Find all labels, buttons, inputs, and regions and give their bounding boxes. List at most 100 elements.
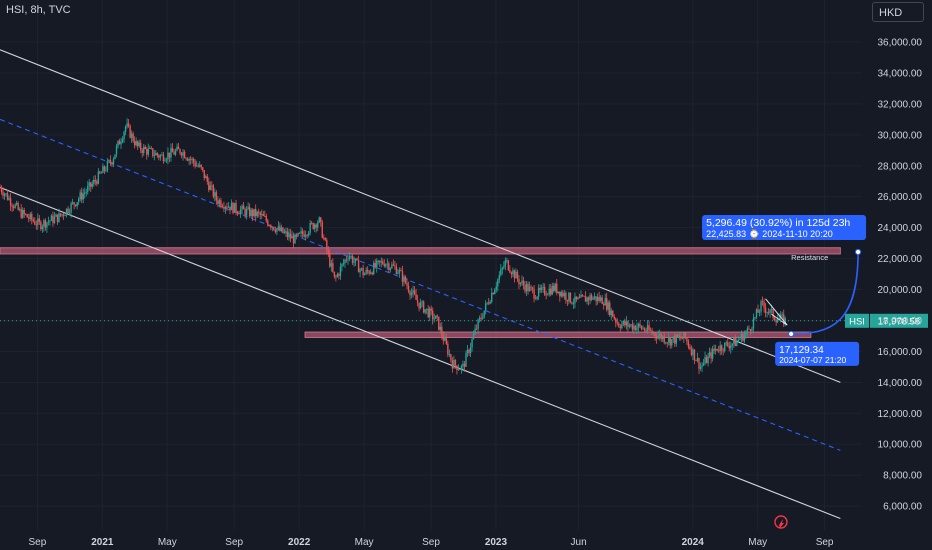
candle-body [481,317,484,319]
candle-body [666,342,668,344]
candle-body [598,296,600,301]
candle-body [627,321,629,327]
candle-body [373,263,375,275]
candle-body [631,324,634,330]
candle-body [224,206,227,209]
candle-body [285,231,287,233]
candle-body [253,208,255,217]
candle-body [199,164,201,167]
x-tick-label: May [355,537,374,548]
candle-body [28,217,30,219]
candle-body [365,269,367,274]
candle-body [271,226,274,228]
candle-body [752,318,755,329]
candle-body [708,352,711,356]
candle-body [518,278,520,285]
candle-body [114,154,116,160]
candle-body [686,338,688,342]
candle-body [242,205,245,210]
candle-body [58,213,60,222]
candle-body [621,324,623,329]
candle-body [702,363,705,366]
candle-body [553,285,555,291]
candle-body [589,295,591,301]
x-tick-label: May [748,537,767,548]
candle-body [778,318,780,320]
candle-body [654,332,656,337]
currency-selector[interactable]: HKD [872,2,924,22]
candle-body [112,159,115,165]
logo-icon [774,515,788,529]
candle-body [424,309,426,313]
candle-body [333,271,336,277]
candle-body [578,297,581,299]
candle-body [21,209,24,218]
candle-body [9,198,12,206]
candle-body [211,185,213,187]
candle-body [159,155,162,158]
candle-body [282,227,284,233]
candle-body [270,225,272,228]
candle-body [94,179,97,182]
candle-body [412,290,414,293]
candle-body [354,258,357,262]
candle-body [705,356,708,364]
candle-body [683,332,685,339]
candle-body [276,228,278,232]
candle-body [64,215,66,217]
candle-body [699,366,702,369]
candle-body [751,328,753,331]
candle-body [209,185,212,190]
candle-body [109,160,112,163]
candle-body [230,202,233,211]
candle-body [192,158,195,163]
candle-body [438,316,440,330]
candle-body [40,221,42,230]
candle-body [3,194,6,196]
candle-body [117,140,119,147]
candle-body [348,256,351,259]
channel-line-lower [0,186,841,519]
candle-body [769,309,771,313]
candle-body [46,222,48,228]
candle-body [784,317,786,325]
candle-body [217,200,219,205]
candle-body [330,263,333,267]
candle-body [507,260,510,271]
candle-body [515,271,517,279]
candle-body [475,328,478,330]
candle-body [279,226,281,231]
candle-body [5,193,7,195]
candle-body [47,221,50,223]
candle-body [158,155,160,158]
support-zone [304,331,812,338]
candle-body [513,270,516,279]
candle-body [120,141,122,145]
candle-body [68,212,71,214]
candle-body [298,233,301,234]
candle-body [770,309,773,311]
candle-body [88,182,90,187]
candle-body [294,234,296,244]
candle-body [441,326,443,336]
candle-body [459,369,461,371]
candle-body [165,159,168,161]
candle-body [504,260,507,267]
candle-body [329,253,331,267]
x-tick-label: 2022 [288,537,311,548]
candle-body [127,123,130,126]
candle-body [315,224,317,228]
candle-body [742,333,744,341]
grid [0,0,862,530]
candle-body [571,302,573,304]
candle-body [90,182,92,187]
candle-body [67,208,69,213]
candle-body [392,264,395,266]
candle-body [353,261,355,263]
candle-body [73,202,75,205]
candle-body [413,290,416,295]
candle-body [757,309,759,313]
candle-body [238,213,240,215]
candle-body [665,342,667,344]
